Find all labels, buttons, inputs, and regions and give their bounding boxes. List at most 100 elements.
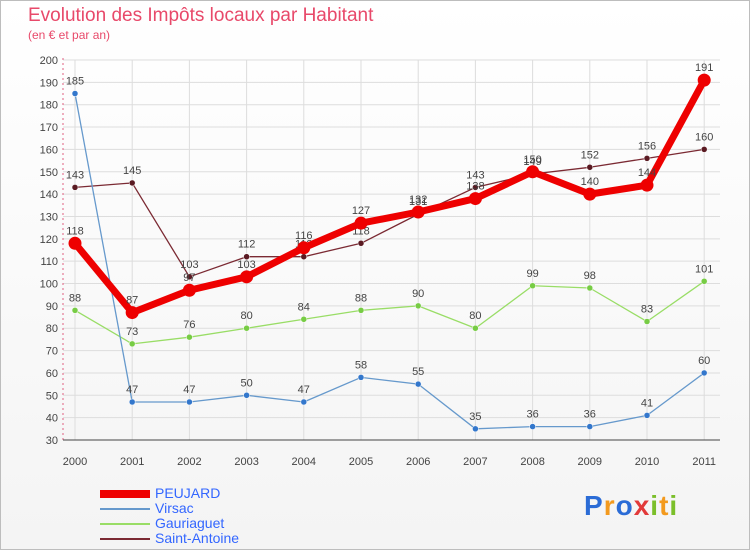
- data-label-virsac: 185: [66, 76, 84, 88]
- data-label-gauriaguet: 99: [526, 268, 538, 280]
- data-label-saint-antoine: 160: [695, 131, 713, 143]
- y-tick-label: 40: [46, 413, 58, 425]
- data-label-virsac: 47: [183, 384, 195, 396]
- x-tick-label: 2009: [578, 456, 602, 468]
- data-label-peujard: 140: [581, 176, 599, 188]
- data-label-peujard: 150: [523, 154, 541, 166]
- y-tick-label: 160: [40, 144, 58, 156]
- data-label-virsac: 47: [298, 384, 310, 396]
- data-point-gauriaguet: [300, 316, 308, 323]
- data-label-peujard: 191: [695, 62, 713, 74]
- data-point-saint-antoine: [472, 184, 479, 191]
- data-label-virsac: 60: [698, 355, 710, 367]
- x-tick-label: 2005: [349, 456, 373, 468]
- data-point-peujard: [583, 187, 597, 201]
- data-point-saint-antoine: [357, 240, 365, 247]
- y-tick-label: 130: [40, 211, 58, 223]
- y-tick-label: 60: [46, 368, 58, 380]
- data-label-virsac: 47: [126, 384, 138, 396]
- data-point-gauriaguet: [128, 340, 136, 348]
- y-tick-label: 200: [40, 55, 58, 67]
- data-label-gauriaguet: 88: [355, 292, 367, 304]
- data-label-peujard: 118: [66, 225, 84, 237]
- y-tick-label: 100: [40, 279, 58, 291]
- data-label-gauriaguet: 90: [412, 288, 424, 300]
- data-label-virsac: 58: [355, 359, 367, 371]
- data-point-peujard: [468, 192, 482, 206]
- data-point-gauriaguet: [472, 324, 479, 332]
- y-tick-label: 30: [46, 435, 58, 447]
- data-point-saint-antoine: [700, 146, 708, 153]
- data-label-saint-antoine: 131: [409, 196, 427, 208]
- data-point-virsac: [186, 398, 193, 406]
- x-tick-label: 2010: [635, 456, 659, 468]
- data-point-saint-antoine: [586, 164, 594, 171]
- x-tick-label: 2007: [463, 456, 487, 468]
- data-label-virsac: 36: [526, 409, 538, 421]
- data-label-saint-antoine: 143: [66, 169, 84, 181]
- data-label-gauriaguet: 80: [469, 310, 481, 322]
- data-label-saint-antoine: 103: [180, 259, 198, 271]
- y-tick-label: 150: [40, 167, 58, 179]
- data-point-saint-antoine: [300, 253, 308, 260]
- chart-title: Evolution des Impôts locaux par Habitant: [28, 5, 374, 26]
- y-tick-label: 140: [40, 189, 58, 201]
- data-point-virsac: [700, 369, 708, 377]
- x-tick-label: 2000: [63, 456, 87, 468]
- logo-letter: t: [659, 490, 670, 521]
- data-point-gauriaguet: [643, 318, 651, 325]
- legend-swatch-saint-antoine: [100, 538, 150, 540]
- data-label-peujard: 103: [237, 259, 255, 271]
- data-label-saint-antoine: 145: [123, 165, 141, 177]
- data-point-gauriaguet: [586, 284, 594, 292]
- data-label-gauriaguet: 73: [126, 326, 138, 338]
- data-point-peujard: [297, 241, 311, 255]
- data-label-virsac: 41: [641, 397, 653, 409]
- y-tick-label: 70: [46, 346, 58, 358]
- legend-swatch-virsac: [100, 508, 150, 510]
- data-label-saint-antoine: 112: [238, 239, 256, 251]
- data-label-peujard: 144: [638, 167, 656, 179]
- chart-subtitle: (en € et par an): [28, 28, 111, 42]
- data-point-peujard: [640, 178, 654, 192]
- data-point-peujard: [526, 165, 540, 179]
- legend-swatch-peujard: [100, 490, 150, 498]
- data-point-saint-antoine: [71, 184, 79, 191]
- data-label-saint-antoine: 156: [638, 140, 656, 152]
- y-tick-label: 120: [40, 234, 58, 246]
- data-label-peujard: 132: [409, 194, 427, 206]
- data-point-peujard: [697, 73, 711, 87]
- data-point-virsac: [300, 398, 308, 406]
- data-point-peujard: [354, 216, 368, 230]
- data-point-gauriaguet: [529, 282, 536, 290]
- x-tick-label: 2002: [177, 456, 201, 468]
- data-point-virsac: [472, 425, 479, 433]
- x-tick-label: 2006: [406, 456, 430, 468]
- data-point-gauriaguet: [700, 278, 708, 285]
- x-tick-label: 2004: [292, 456, 316, 468]
- data-label-virsac: 55: [412, 366, 424, 378]
- y-tick-label: 50: [46, 390, 58, 402]
- data-label-gauriaguet: 80: [240, 310, 252, 322]
- y-tick-label: 180: [40, 100, 58, 112]
- data-label-peujard: 138: [466, 181, 484, 193]
- data-point-virsac: [643, 412, 651, 419]
- data-point-gauriaguet: [186, 333, 193, 341]
- data-point-saint-antoine: [643, 155, 651, 162]
- data-label-peujard: 116: [295, 230, 313, 242]
- data-label-gauriaguet: 83: [641, 304, 653, 316]
- proxiti-logo: Proxiti: [584, 490, 678, 522]
- y-tick-label: 190: [40, 77, 58, 89]
- data-label-virsac: 36: [584, 409, 596, 421]
- legend-swatch-gauriaguet: [100, 523, 150, 525]
- data-point-peujard: [125, 306, 139, 320]
- series-line-gauriaguet: [74, 280, 705, 345]
- data-point-virsac: [357, 374, 365, 381]
- data-point-peujard: [68, 236, 82, 250]
- y-tick-label: 80: [46, 323, 58, 335]
- data-point-peujard: [411, 205, 425, 219]
- data-point-saint-antoine: [186, 273, 193, 281]
- data-point-saint-antoine: [243, 253, 250, 260]
- data-point-virsac: [243, 392, 250, 399]
